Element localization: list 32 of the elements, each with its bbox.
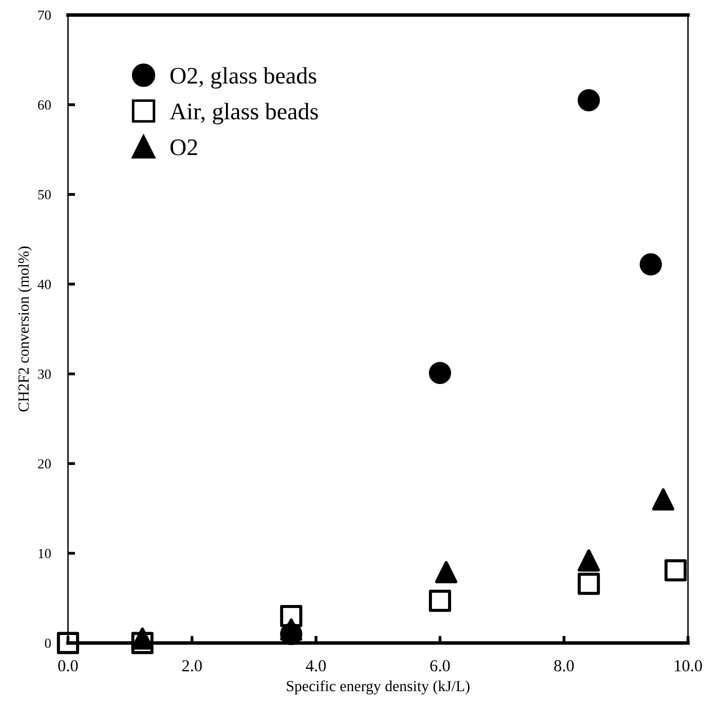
point [428,362,452,384]
point [435,561,458,584]
y-tick-label: 60 [38,100,51,110]
point [578,549,600,572]
x-tick-label: 2.0 [182,660,202,672]
point [131,632,154,654]
y-tick-label: 30 [38,369,51,379]
legend-label: Air, glass beads [170,102,318,124]
legend-label: O2 [170,139,198,156]
point [664,559,687,582]
y-tick-label: 20 [38,459,51,469]
x-tick-label: 4.0 [306,660,326,672]
y-axis-title: CH2F2 conversion (mol%) [18,246,32,412]
point [428,590,452,612]
y-tick-label: 0 [44,638,51,648]
point [280,618,302,641]
point [652,488,674,511]
x-tick-label: 10.0 [674,660,702,672]
y-tick-label: 10 [38,548,51,558]
point [56,632,80,654]
point [578,572,600,595]
x-tick-label: 8.0 [554,660,574,672]
point [578,89,600,112]
point [640,253,662,276]
y-tick-label: 50 [38,190,51,200]
x-axis-title: Specific energy density (kJ/L) [286,680,470,694]
x-tick-label: 0.0 [58,660,78,672]
y-tick-label: 40 [38,280,51,290]
point [280,604,302,628]
y-tick-label: 70 [38,10,51,20]
x-tick-label: 6.0 [430,660,450,672]
legend-label: O2, glass beads [170,67,316,89]
